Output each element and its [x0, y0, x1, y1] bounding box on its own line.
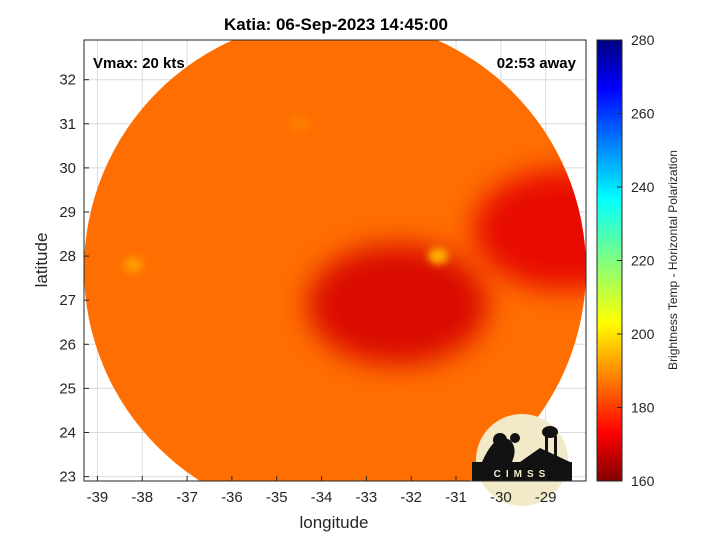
x-tick-label: -38	[131, 489, 153, 506]
swath-feature	[428, 248, 449, 265]
x-tick-label: -31	[445, 489, 467, 506]
colorbar-tick-label: 200	[631, 326, 655, 342]
x-tick-label: -36	[221, 489, 243, 506]
time-away-annotation: 02:53 away	[497, 55, 577, 72]
y-tick-label: 30	[59, 160, 76, 177]
x-tick-label: -35	[266, 489, 288, 506]
y-tick-label: 27	[59, 292, 76, 309]
x-tick-label: -29	[535, 489, 557, 506]
plot-frame	[83, 39, 587, 482]
x-tick-label: -34	[311, 489, 333, 506]
colorbar-tick-label: 220	[631, 253, 655, 269]
x-axis: -39 -38 -37 -36 -35 -34 -33 -32 -31 -30 -29	[87, 476, 557, 506]
y-tick-label: 28	[59, 248, 76, 265]
swath-feature	[473, 169, 586, 290]
y-axis: 23 24 25 26 27 28 29 30 31 32	[59, 72, 89, 486]
x-tick-label: -32	[400, 489, 422, 506]
colorbar-tick-label: 260	[631, 106, 655, 122]
y-tick-label: 24	[59, 424, 76, 441]
x-axis-label: longitude	[299, 513, 368, 532]
y-tick-label: 31	[59, 116, 76, 133]
colorbar-tick-label: 180	[631, 400, 655, 416]
cimss-logo: CIMSS	[472, 414, 572, 506]
logo-text: CIMSS	[494, 469, 551, 480]
y-tick-label: 23	[59, 469, 76, 486]
y-axis-label: latitude	[32, 233, 51, 288]
swath-feature	[123, 256, 144, 273]
y-tick-label: 29	[59, 204, 76, 221]
chart-title: Katia: 06-Sep-2023 14:45:00	[224, 15, 448, 34]
swath-layer	[84, 40, 586, 481]
colorbar-tick-label: 280	[631, 32, 655, 48]
colorbar-tick-label: 240	[631, 179, 655, 195]
y-tick-label: 32	[59, 72, 76, 89]
x-tick-label: -33	[356, 489, 378, 506]
brightness-swath	[84, 40, 586, 481]
y-tick-label: 26	[59, 336, 76, 353]
x-tick-label: -30	[490, 489, 512, 506]
vmax-annotation: Vmax: 20 kts	[93, 55, 185, 72]
x-tick-label: -37	[176, 489, 198, 506]
swath-feature	[289, 115, 310, 132]
y-tick-label: 25	[59, 380, 76, 397]
colorbar-ticks: 160 180 200 220 240 260 280	[617, 32, 655, 489]
swath-feature	[307, 244, 488, 365]
colorbar-label: Brightness Temp - Horizontal Polarizatio…	[666, 150, 680, 370]
x-tick-label: -39	[87, 489, 109, 506]
colorbar-tick-label: 160	[631, 473, 655, 489]
